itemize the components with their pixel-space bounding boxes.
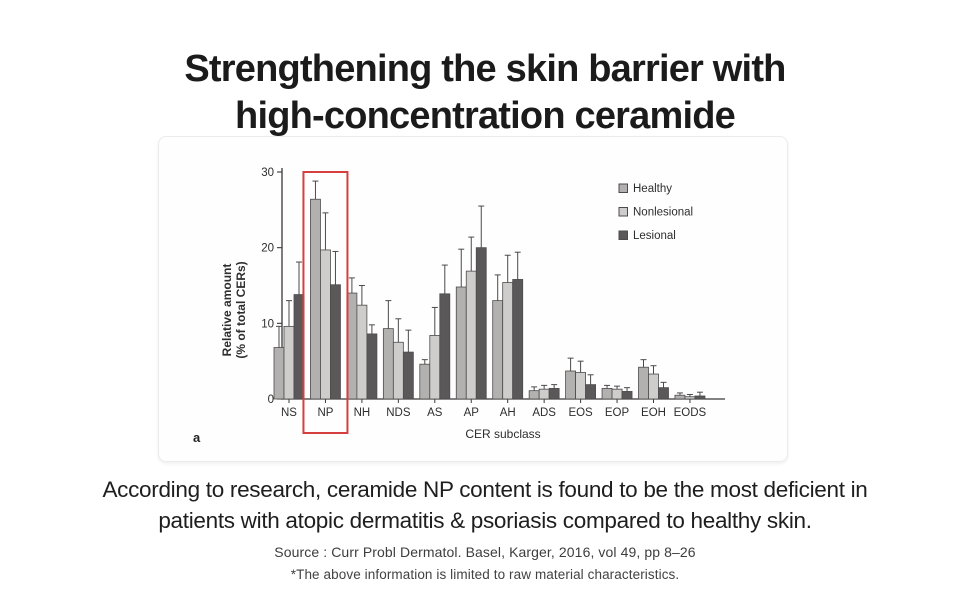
x-tick-label: EOP — [605, 407, 630, 419]
legend-label-lesional: Lesional — [633, 230, 676, 242]
bar-healthy-eos — [565, 370, 577, 400]
bar-healthy-eop — [601, 388, 613, 400]
description: According to research, ceramide NP conte… — [0, 474, 970, 536]
bar-healthy-ap — [455, 286, 467, 400]
bar-healthy-np — [310, 198, 321, 400]
bar-lesional-np — [330, 284, 341, 400]
bar-lesional-nds — [402, 351, 414, 400]
bar-lesional-ads — [548, 388, 560, 400]
description-line2: patients with atopic dermatitis & psoria… — [158, 508, 812, 533]
bar-lesional-eoh — [658, 387, 669, 400]
bar-nonlesional-eods — [684, 396, 696, 400]
y-tick-label: 10 — [261, 318, 274, 330]
bar-nonlesional-np — [320, 249, 331, 400]
bar-healthy-as — [419, 363, 431, 400]
y-tick-label: 0 — [268, 394, 274, 406]
bar-lesional-eods — [694, 395, 706, 400]
legend-label-nonlesional: Nonlesional — [633, 207, 693, 219]
bar-nonlesional-nds — [392, 341, 404, 400]
page-title-line1: Strengthening the skin barrier with — [184, 48, 786, 91]
bar-healthy-nds — [382, 328, 394, 400]
bar-lesional-as — [439, 293, 451, 400]
legend-swatch-lesional — [618, 230, 628, 240]
bar-nonlesional-ns — [283, 325, 295, 400]
x-tick-label: AS — [427, 407, 443, 419]
page-title: Strengthening the skin barrier with high… — [0, 46, 970, 140]
x-tick-label: EOS — [568, 407, 593, 419]
bar-healthy-ads — [528, 390, 540, 400]
legend-swatch-nonlesional — [618, 207, 628, 217]
bar-lesional-eop — [621, 391, 633, 400]
x-tick-label: EOH — [641, 407, 666, 419]
legend-label-healthy: Healthy — [633, 183, 672, 195]
page-title-line2: high-concentration ceramide — [235, 95, 736, 138]
y-tick-label: 20 — [261, 243, 274, 255]
y-axis-title: Relative amount(% of total CERs) — [220, 261, 248, 358]
bar-lesional-nh — [366, 333, 378, 400]
x-tick-label: EODS — [674, 407, 707, 419]
x-tick-label: NP — [317, 407, 333, 419]
bar-nonlesional-ah — [502, 282, 514, 400]
footnote: *The above information is limited to raw… — [290, 567, 680, 582]
panel-label: a — [193, 430, 201, 445]
bar-healthy-eoh — [638, 366, 649, 400]
x-axis-title: CER subclass — [465, 427, 540, 441]
bar-nonlesional-as — [429, 335, 441, 400]
description-line1: According to research, ceramide NP conte… — [102, 477, 868, 502]
np-highlight-box — [302, 171, 349, 434]
y-tick-label: 30 — [261, 167, 274, 179]
x-tick-label: NDS — [386, 407, 411, 419]
bar-nonlesional-ap — [465, 270, 477, 400]
x-tick-label: NH — [354, 407, 371, 419]
bar-nonlesional-eoh — [648, 373, 659, 400]
x-tick-label: ADS — [532, 407, 556, 419]
x-tick-label: AH — [500, 407, 516, 419]
bar-nonlesional-eop — [611, 388, 623, 400]
bar-nonlesional-nh — [356, 304, 368, 400]
bar-lesional-ap — [475, 247, 487, 400]
source-citation: Source : Curr Probl Dermatol. Basel, Kar… — [274, 544, 696, 560]
x-tick-label: AP — [464, 407, 480, 419]
bar-healthy-eods — [674, 394, 686, 400]
bar-healthy-ah — [492, 300, 504, 400]
bar-nonlesional-ads — [538, 388, 550, 400]
bar-nonlesional-eos — [575, 372, 587, 400]
bar-chart: 0 10 20 30 NS NP NH NDS AS AP AH ADS EOS EOP EOH EODS He… — [193, 167, 725, 445]
bar-lesional-ah — [512, 279, 524, 400]
legend-swatch-healthy — [618, 183, 628, 193]
chart-panel: 0 10 20 30 NS NP NH NDS AS AP AH ADS EOS EOP EOH EODS He… — [158, 136, 788, 462]
bar-lesional-eos — [585, 384, 597, 400]
bar-healthy-ns — [273, 347, 285, 400]
x-tick-label: NS — [281, 407, 297, 419]
